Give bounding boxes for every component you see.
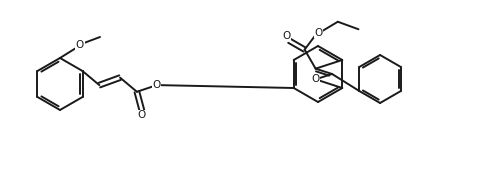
Text: O: O bbox=[282, 31, 290, 41]
Text: O: O bbox=[152, 80, 160, 90]
Text: O: O bbox=[314, 28, 322, 38]
Text: O: O bbox=[311, 74, 319, 84]
Text: O: O bbox=[137, 110, 146, 120]
Text: O: O bbox=[76, 40, 84, 50]
